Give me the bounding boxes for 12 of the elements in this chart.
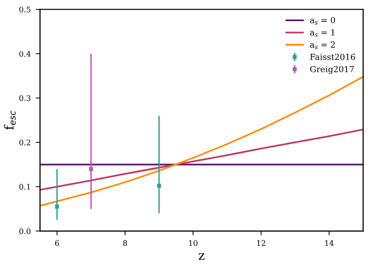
y-axis-title: f$_{esc}$ [4, 110, 16, 130]
line-series [40, 128, 364, 191]
legend-label: a$_{s}$ = 0 [310, 16, 336, 25]
x-axis-title: z [198, 253, 204, 260]
legend-label: Faisst2016 [310, 54, 356, 60]
point [54, 204, 60, 209]
point [88, 166, 94, 172]
point [156, 184, 162, 188]
line-series [40, 76, 364, 207]
legend-label: a$_{s}$ = 1 [310, 29, 334, 37]
legend-label: Greig2017 [310, 66, 354, 74]
legend-label: a$_{s}$ = 2 [310, 41, 335, 50]
